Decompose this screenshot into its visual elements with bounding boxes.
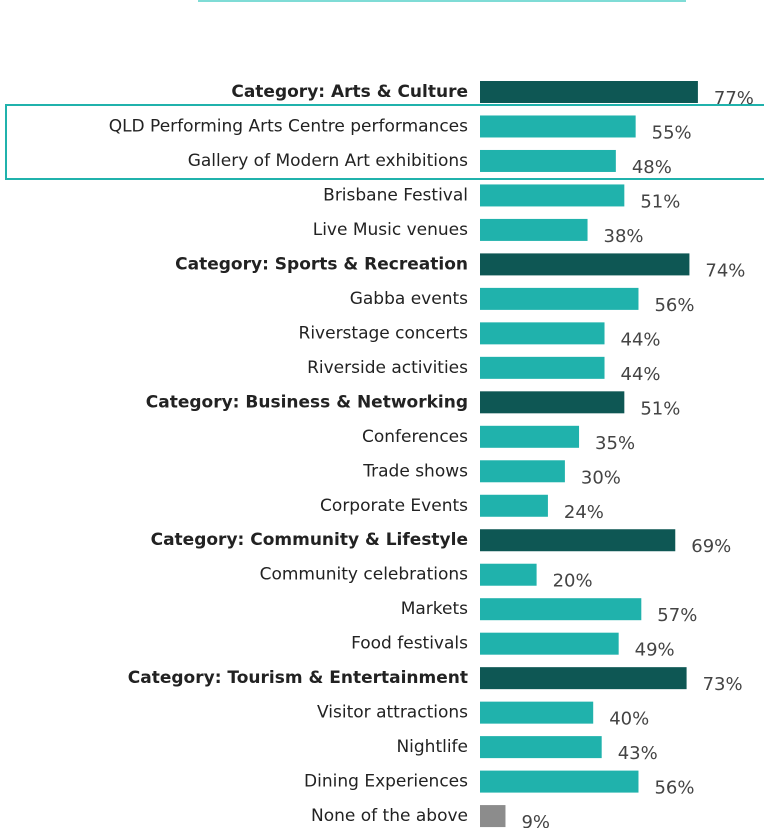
bar — [480, 322, 605, 345]
category-label: Corporate Events — [320, 496, 468, 516]
category-label: Category: Tourism & Entertainment — [128, 668, 468, 688]
category-label: Food festivals — [351, 634, 468, 654]
value-label: 43% — [618, 743, 658, 764]
category-label: None of the above — [311, 806, 468, 826]
bar — [480, 356, 605, 379]
value-label: 44% — [621, 364, 661, 385]
category-label: QLD Performing Arts Centre performances — [109, 116, 468, 136]
value-label: 69% — [691, 536, 731, 557]
category-label: Live Music venues — [313, 220, 468, 240]
category-label: Riverside activities — [307, 358, 468, 378]
category-label: Community celebrations — [260, 565, 469, 585]
bar — [480, 632, 619, 655]
value-label: 57% — [657, 605, 697, 626]
bar — [480, 736, 602, 759]
category-label: Visitor attractions — [317, 703, 468, 723]
category-label: Markets — [401, 599, 468, 619]
bar — [480, 218, 588, 241]
category-label: Category: Sports & Recreation — [175, 254, 468, 274]
value-label: 77% — [714, 88, 754, 109]
value-label: 49% — [635, 640, 675, 661]
category-label: Trade shows — [362, 461, 468, 481]
bar — [480, 529, 676, 552]
category-label: Gabba events — [350, 289, 468, 309]
value-label: 51% — [640, 191, 680, 212]
value-label: 24% — [564, 502, 604, 523]
value-label: 56% — [654, 295, 694, 316]
category-label: Riverstage concerts — [299, 323, 469, 343]
bar — [480, 115, 636, 138]
bar — [480, 805, 506, 828]
category-label: Gallery of Modern Art exhibitions — [188, 151, 468, 171]
bar — [480, 425, 580, 448]
value-label: 44% — [621, 329, 661, 350]
highlight-box — [5, 104, 764, 180]
value-label: 48% — [632, 157, 672, 178]
value-label: 38% — [604, 226, 644, 247]
category-label: Conferences — [362, 427, 468, 447]
value-label: 55% — [652, 122, 692, 143]
bar — [480, 494, 548, 517]
category-label: Nightlife — [396, 737, 468, 757]
value-label: 51% — [640, 398, 680, 419]
category-label: Dining Experiences — [304, 772, 468, 792]
category-label: Category: Arts & Culture — [231, 82, 468, 102]
value-label: 40% — [609, 709, 649, 730]
bar — [480, 391, 625, 414]
category-label: Category: Community & Lifestyle — [151, 530, 468, 550]
bar — [480, 287, 639, 310]
bar — [480, 598, 642, 621]
bar — [480, 253, 690, 276]
bar — [480, 770, 639, 793]
category-label: Category: Business & Networking — [146, 392, 468, 412]
bar — [480, 563, 537, 586]
value-label: 30% — [581, 467, 621, 488]
bar — [480, 667, 687, 690]
value-label: 56% — [654, 778, 694, 799]
value-label: 9% — [521, 812, 550, 828]
bar — [480, 81, 698, 103]
bar — [480, 184, 625, 207]
value-label: 20% — [553, 571, 593, 592]
value-label: 74% — [705, 260, 745, 281]
bar — [480, 460, 565, 483]
value-label: 35% — [595, 433, 635, 454]
value-label: 73% — [703, 674, 743, 695]
category-label: Brisbane Festival — [323, 185, 468, 205]
bar — [480, 149, 616, 172]
bar — [480, 701, 594, 724]
